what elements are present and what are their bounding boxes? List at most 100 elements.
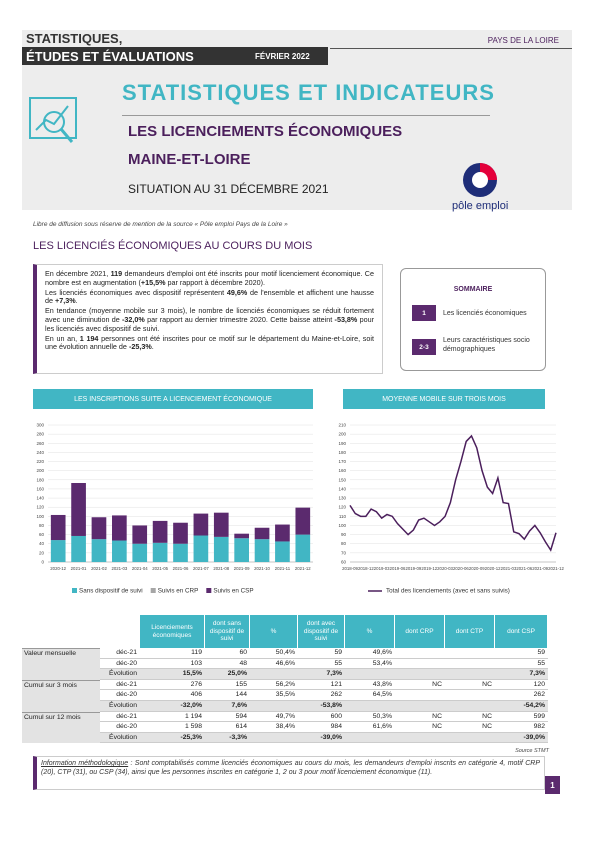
logo-mark	[463, 163, 497, 197]
x-tick-label: 2021-07	[193, 566, 209, 571]
y-tick-label: 90	[341, 532, 347, 537]
y-tick-label: 120	[338, 505, 346, 510]
bar-segment	[132, 543, 148, 562]
row-background	[100, 669, 548, 680]
y-tick-label: 150	[338, 477, 346, 482]
x-tick-label: 2019-03	[374, 566, 390, 571]
y-tick-label: 20	[39, 550, 45, 555]
summary-label: Les licenciés économiques	[443, 310, 527, 317]
table-cell: 56,2%	[275, 680, 295, 688]
x-tick-label: 2019-12	[421, 566, 437, 571]
paragraph: En tendance (moyenne mobile sur 3 mois),…	[45, 306, 374, 333]
column-header: %	[345, 615, 395, 648]
table-cell: 64,5%	[372, 691, 392, 699]
row-background	[100, 690, 548, 701]
table-cell: 46,6%	[275, 659, 295, 667]
table-cell: 61,6%	[372, 723, 392, 731]
table-cell: 982	[533, 723, 545, 731]
table-cell: 406	[190, 691, 202, 699]
column-header: dont CSP	[495, 615, 548, 648]
bar-segment	[173, 543, 188, 562]
text-run: En tendance (moyenne mobile sur 3 mois),…	[45, 306, 374, 324]
row-label: déc-21	[116, 712, 137, 720]
bar-segment	[295, 507, 311, 535]
row-background	[100, 732, 548, 744]
table-cell: 155	[235, 680, 247, 688]
table-cell: 35,5%	[275, 691, 295, 699]
source-notice: Libre de diffusion sous réserve de menti…	[33, 221, 288, 228]
row-label: déc-20	[116, 659, 137, 667]
y-tick-label: 110	[339, 514, 347, 519]
bar-segment	[254, 539, 270, 562]
table-cell: 60	[239, 649, 247, 656]
text-run: par rapport à décembre 2020).	[165, 277, 265, 287]
bar-segment	[91, 539, 107, 562]
table-cell: 120	[533, 680, 545, 688]
series-title: STATISTIQUES,	[26, 31, 123, 46]
table-cell: -39,0%	[320, 733, 342, 741]
row-label: déc-21	[116, 680, 137, 688]
text-run: demandeurs d'emploi ont été inscrits pou…	[45, 269, 374, 287]
x-tick-label: 2021-12	[295, 566, 311, 571]
x-tick-label: 2021-09	[532, 566, 548, 571]
table-cell: 7,3%	[529, 670, 546, 678]
header-rule	[330, 48, 572, 49]
bar-segment	[152, 542, 168, 562]
table-cell: 103	[190, 659, 202, 667]
y-tick-label: 180	[36, 477, 44, 482]
row-label: Évolution	[109, 670, 137, 678]
chart-title: LES INSCRIPTIONS SUITE A LICENCIEMENT ÉC…	[33, 389, 313, 409]
text-run: personnes ont été inscrites pour ce moti…	[45, 333, 374, 352]
y-tick-label: 190	[338, 441, 346, 446]
row-background	[100, 701, 548, 712]
row-label: Évolution	[109, 733, 137, 741]
x-tick-label: 2019-06	[390, 566, 406, 571]
y-tick-label: 280	[36, 432, 44, 437]
table-cell: -32,0%	[180, 702, 202, 709]
row-label: déc-21	[116, 649, 137, 656]
legend-label: Total des licenciements (avec et sans su…	[386, 588, 510, 595]
intro-box: En décembre 2021, 119 demandeurs d'emplo…	[33, 264, 383, 374]
text-run: En un an,	[45, 333, 80, 343]
bold-figure: 1 194	[79, 333, 99, 343]
bold-figure: -53,8%	[334, 314, 358, 324]
y-tick-label: 200	[338, 432, 346, 437]
table-cell: 49,6%	[372, 649, 392, 656]
table-cell: -39,0%	[523, 733, 545, 741]
x-tick-label: 2018-09	[342, 566, 358, 571]
topic: LES LICENCIEMENTS ÉCONOMIQUES	[128, 123, 403, 140]
x-tick-label: 2021-03	[501, 566, 517, 571]
y-tick-label: 130	[338, 496, 346, 501]
table-cell: 50,4%	[275, 649, 295, 656]
row-label: déc-20	[116, 723, 137, 731]
table-cell: 43,8%	[372, 680, 392, 688]
column-header: Licenciements économiques	[140, 615, 205, 648]
row-label: déc-20	[116, 691, 137, 699]
area: MAINE-ET-LOIRE	[128, 151, 251, 168]
column-header: dont CTP	[445, 615, 495, 648]
table-cell: -54,2%	[523, 702, 545, 709]
page-number: 1	[545, 776, 560, 794]
row-label: Évolution	[109, 702, 137, 709]
y-tick-label: 210	[338, 423, 346, 428]
row-background	[100, 722, 548, 733]
table-cell: 25,0%	[227, 670, 247, 678]
table-cell: 59	[334, 649, 342, 656]
bar-segment	[193, 535, 209, 562]
text-run: de l'ensemble et affichent une hausse de	[45, 287, 374, 306]
x-tick-label: 2019-09	[405, 566, 421, 571]
table-cell: NC	[432, 712, 442, 720]
row-group-label: Cumul sur 3 mois	[22, 679, 100, 712]
y-tick-label: 200	[36, 468, 44, 473]
y-tick-label: 220	[36, 459, 44, 464]
table-cell: 599	[533, 712, 545, 720]
bold-figure: 119	[110, 269, 123, 278]
table-cell: 614	[235, 723, 247, 731]
bar-segment	[50, 514, 66, 541]
bar-segment	[91, 517, 107, 540]
y-tick-label: 300	[36, 423, 44, 428]
table-cell: 38,4%	[275, 723, 295, 731]
bar-segment	[234, 538, 249, 562]
y-tick-label: 80	[341, 541, 347, 546]
